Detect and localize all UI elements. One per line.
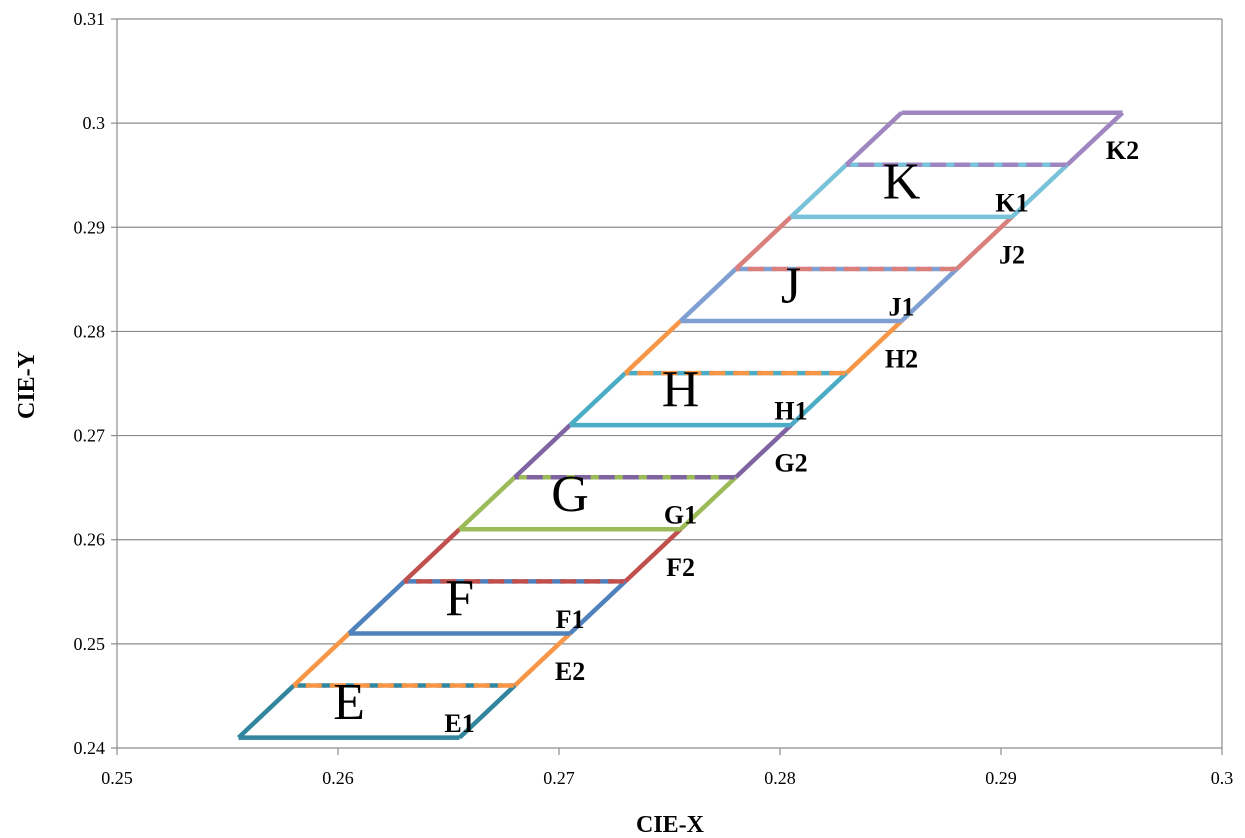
- sub-label-J1: J1: [889, 292, 915, 321]
- grid-lines: [117, 18, 1222, 645]
- y-tick-label: 0.24: [74, 738, 106, 758]
- y-tick-label: 0.25: [74, 634, 106, 654]
- bin-labels: E F G H J K E1 E2 F1 F2 G1 G2 H1 H2 J1 J2 K1 K2: [333, 136, 1139, 738]
- y-tick-label: 0.3: [83, 113, 106, 133]
- sub-label-K1: K1: [995, 188, 1028, 217]
- segment-J2-left: [734, 215, 793, 271]
- segment-K1-right: [1010, 163, 1069, 219]
- x-tick-label: 0.28: [764, 768, 796, 788]
- x-tick-label: 0.27: [543, 768, 575, 788]
- region-label-K: K: [883, 153, 921, 210]
- x-tick-label: 0.3: [1211, 768, 1234, 788]
- region-label-H: H: [662, 362, 700, 419]
- segment-J1-left: [679, 267, 738, 323]
- segment-K1-left: [789, 163, 848, 219]
- sub-label-H2: H2: [885, 344, 918, 373]
- segment-F1-left: [347, 579, 406, 636]
- sub-label-E1: E1: [444, 709, 474, 738]
- y-tick-label: 0.27: [74, 426, 106, 446]
- segment-E1-left: [237, 683, 296, 740]
- segment-G1-left: [458, 475, 517, 531]
- sub-label-G2: G2: [774, 449, 807, 478]
- x-tick-label: 0.29: [985, 768, 1017, 788]
- y-tick-label: 0.29: [74, 217, 106, 237]
- segment-E1-right: [458, 683, 517, 740]
- segment-K2-left: [844, 111, 904, 167]
- region-label-F: F: [445, 570, 474, 627]
- region-label-E: E: [333, 674, 365, 731]
- sub-label-G1: G1: [664, 501, 697, 530]
- x-tick-label: 0.26: [322, 768, 354, 788]
- y-axis-title: CIE-Y: [14, 351, 40, 419]
- segment-J2-right: [955, 215, 1014, 271]
- y-tick-label: 0.31: [74, 9, 106, 29]
- sub-label-J2: J2: [999, 240, 1025, 269]
- axes: 0.24 0.25 0.26 0.27 0.28 0.29 0.3 0.31 0.25 0.26 0…: [74, 9, 1234, 788]
- y-tick-label: 0.26: [74, 530, 106, 550]
- segment-F2-left: [402, 527, 462, 584]
- sub-label-F1: F1: [556, 605, 585, 634]
- segment-E2-left: [292, 631, 351, 688]
- region-label-J: J: [781, 258, 801, 315]
- sub-label-H1: H1: [774, 397, 807, 426]
- x-axis-title: CIE-X: [636, 812, 705, 838]
- segment-F2-right: [623, 527, 683, 584]
- region-label-G: G: [551, 466, 589, 523]
- segment-F1-right: [568, 579, 627, 636]
- segment-G2-right: [734, 423, 793, 479]
- segment-G1-right: [679, 475, 738, 531]
- sub-label-K2: K2: [1106, 136, 1139, 165]
- segment-J1-right: [900, 267, 959, 323]
- segment-K2-right: [1065, 111, 1125, 167]
- segment-H2-left: [623, 319, 683, 375]
- segment-G2-left: [513, 423, 572, 479]
- segment-H1-left: [568, 371, 627, 427]
- x-tick-label: 0.25: [101, 768, 133, 788]
- sub-label-F2: F2: [666, 553, 695, 582]
- segment-H2-right: [844, 319, 904, 375]
- sub-label-E2: E2: [555, 657, 585, 686]
- y-tick-label: 0.28: [74, 321, 106, 341]
- segment-E2-right: [513, 631, 572, 688]
- segment-H1-right: [789, 371, 848, 427]
- bin-outlines: [237, 110, 1125, 740]
